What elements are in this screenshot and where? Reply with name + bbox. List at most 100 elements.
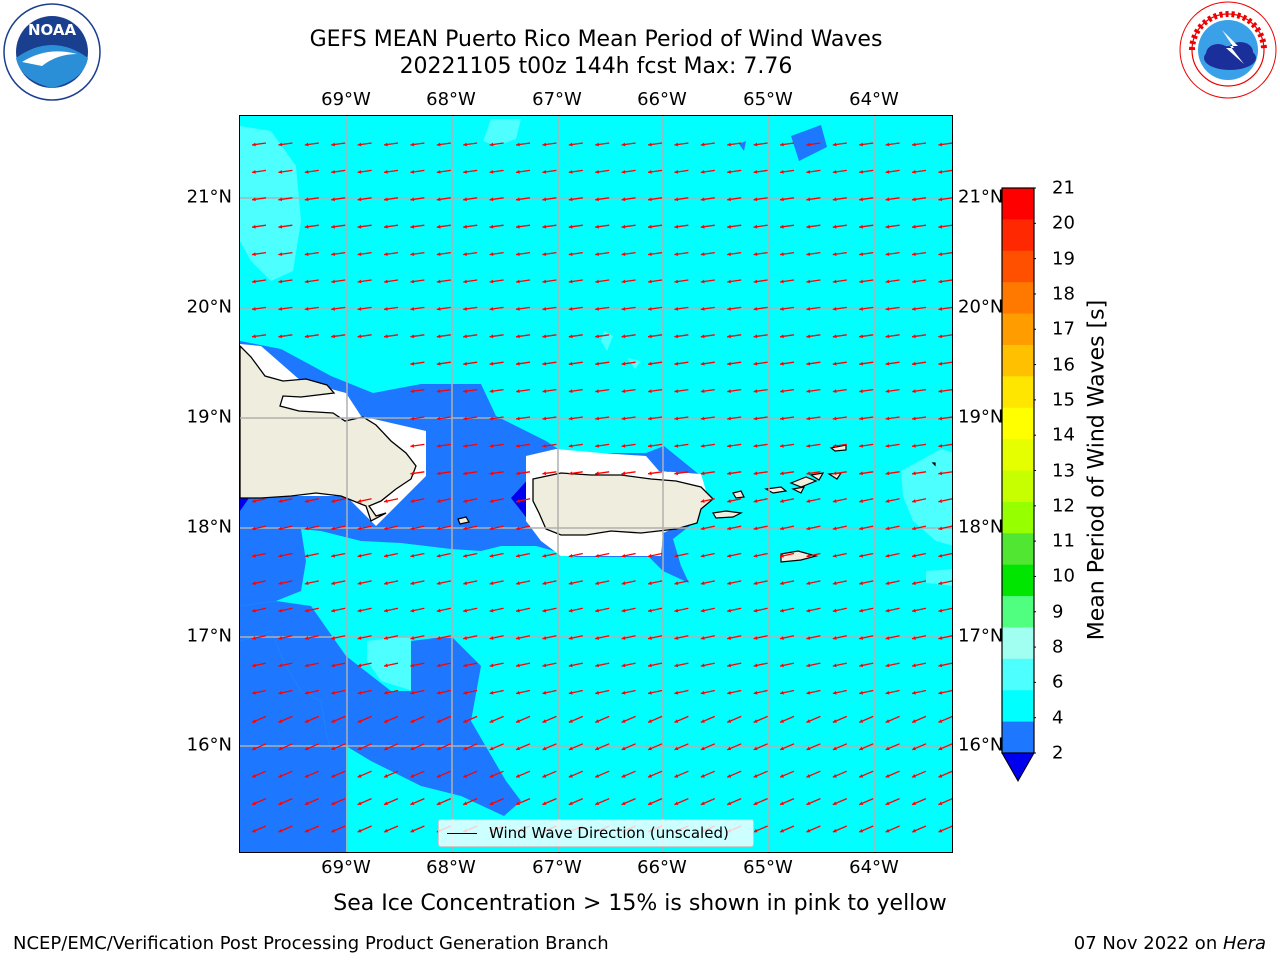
lon-label: 65°W	[743, 89, 793, 110]
wind-arrow-head	[700, 170, 705, 174]
wind-arrow-head	[885, 389, 890, 394]
wind-arrow-head	[885, 636, 890, 640]
wind-arrow-head	[542, 801, 547, 805]
wind-arrow-head	[542, 471, 547, 476]
wind-arrow-head	[700, 252, 705, 257]
wind-arrow-head	[806, 690, 811, 695]
wind-arrow-head	[278, 774, 283, 778]
wind-arrow-head	[806, 471, 811, 476]
wind-arrow-head	[938, 581, 943, 586]
wind-arrow-head	[252, 801, 256, 805]
wind-arrow-head	[727, 389, 731, 394]
wind-arrow-head	[912, 526, 916, 531]
wind-arrow-head	[410, 608, 415, 613]
wind-arrow-head	[357, 719, 362, 723]
wind-arrow-head	[568, 553, 573, 558]
wind-arrow-head	[727, 663, 732, 668]
lat-label: 18°N	[186, 516, 232, 538]
wind-arrow-head	[938, 663, 943, 668]
wind-arrow-head	[278, 279, 283, 284]
wind-arrow-head	[357, 526, 362, 531]
wind-arrow-head	[331, 279, 335, 284]
wind-arrow-head	[331, 801, 336, 805]
wind-arrow-head	[806, 636, 811, 640]
wind-arrow-head	[753, 471, 758, 476]
wind-arrow-head	[489, 663, 494, 668]
wind-arrow-head	[674, 581, 679, 586]
wind-arrow-head	[463, 279, 467, 284]
wind-arrow-head	[621, 719, 626, 723]
colorbar-tick-label: 14	[1052, 424, 1075, 446]
wind-arrow-head	[648, 170, 652, 174]
wind-arrow-head	[331, 334, 335, 339]
wind-arrow-head	[384, 581, 388, 586]
wind-arrow-head	[859, 307, 863, 311]
wind-arrow-head	[938, 774, 943, 778]
wind-arrow-head	[384, 746, 388, 751]
colorbar-tick-label: 13	[1052, 460, 1075, 481]
wind-arrow-head	[304, 499, 309, 503]
wind-arrow-head	[859, 828, 864, 833]
wind-arrow-head	[463, 746, 468, 751]
wind-arrow-head	[832, 224, 837, 229]
wind-arrow-head	[700, 499, 705, 503]
wind-arrow-head	[304, 307, 309, 311]
wind-arrow-head	[436, 581, 441, 586]
wind-arrow-head	[331, 774, 336, 778]
wind-arrow-head	[832, 142, 837, 147]
wind-arrow-head	[489, 197, 494, 202]
wind-arrow-head	[885, 746, 890, 751]
wind-arrow-head	[304, 719, 309, 723]
wind-arrow-head	[384, 663, 388, 668]
wind-arrow-head	[463, 334, 467, 339]
wind-arrow-head	[727, 801, 732, 805]
wind-arrow-head	[621, 142, 626, 147]
wind-arrow-head	[912, 170, 916, 174]
colorbar-tick-label: 4	[1052, 707, 1064, 729]
wind-arrow-head	[278, 170, 283, 174]
wind-arrow-head	[278, 197, 283, 202]
wind-arrow-head	[568, 307, 573, 311]
wind-arrow-head	[780, 416, 784, 421]
wind-arrow-head	[252, 690, 256, 695]
wind-arrow-head	[516, 361, 520, 366]
wind-arrow-head	[304, 197, 309, 202]
wind-arrow-head	[648, 389, 652, 394]
wind-arrow-head	[885, 471, 890, 476]
wind-arrow-head	[674, 279, 679, 284]
colorbar-tick-label: 12	[1052, 495, 1075, 517]
colorbar-title: Mean Period of Wind Waves [s]	[1084, 299, 1110, 641]
wind-arrow-head	[489, 581, 494, 586]
wind-arrow-head	[278, 307, 283, 311]
wind-arrow-head	[542, 774, 547, 778]
wind-arrow-head	[516, 581, 520, 586]
wind-arrow-head	[700, 719, 705, 723]
wind-arrow-head	[938, 334, 943, 339]
wind-arrow-head	[832, 774, 837, 778]
wind-arrow-head	[674, 307, 679, 311]
wind-arrow-head	[832, 197, 837, 202]
wind-arrow-head	[516, 334, 520, 339]
wind-arrow-head	[331, 636, 336, 640]
wind-arrow-head	[727, 553, 732, 558]
wind-arrow-head	[410, 746, 415, 751]
wind-arrow-head	[278, 828, 283, 833]
wind-arrow-head	[700, 608, 705, 613]
wind-arrow-head	[753, 307, 758, 311]
wind-arrow-head	[357, 224, 362, 229]
wind-arrow-head	[806, 801, 811, 805]
wind-arrow-head	[780, 279, 784, 284]
wind-arrow-head	[753, 774, 758, 778]
wind-arrow-head	[304, 142, 309, 147]
wind-arrow-head	[700, 690, 705, 695]
wind-arrow-head	[700, 581, 705, 586]
noaa-logo-text: NOAA	[28, 21, 77, 39]
wind-wave-direction-arrows	[251, 142, 952, 833]
wind-arrow-head	[806, 828, 811, 833]
colorbar-tick-label: 2	[1052, 742, 1064, 764]
wind-arrow-head	[621, 581, 626, 586]
wind-arrow-head	[700, 334, 705, 339]
wind-arrow-head	[832, 690, 837, 695]
wind-arrow-head	[753, 690, 758, 695]
lon-label: 66°W	[637, 857, 687, 878]
